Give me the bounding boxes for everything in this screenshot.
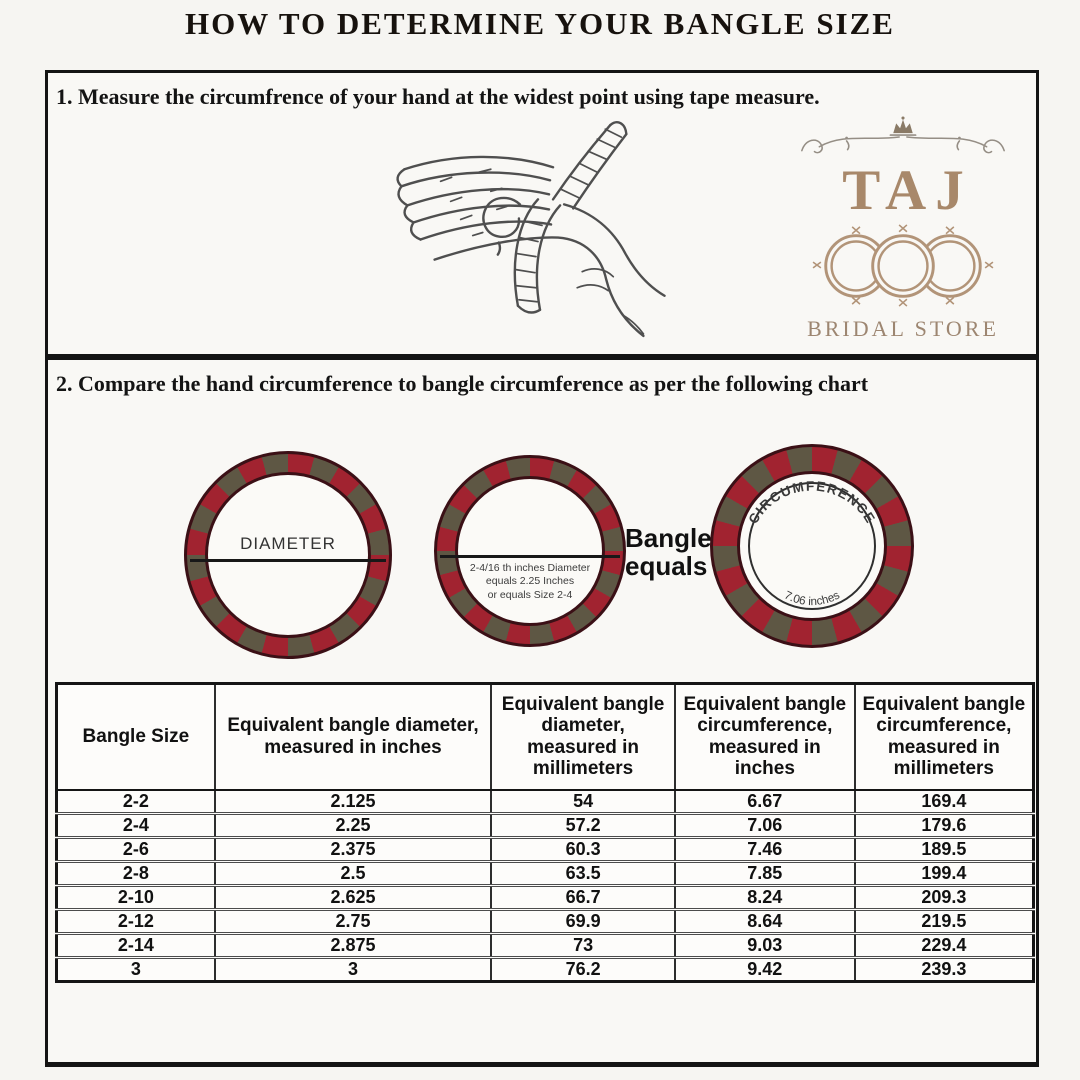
table-cell: 2-10 — [55, 883, 216, 910]
table-cell: 239.3 — [853, 955, 1035, 982]
table-cell: 2.875 — [213, 931, 493, 958]
diameter-label: DIAMETER — [240, 534, 336, 554]
example-note-line1: 2-4/16 th inches Diameter — [469, 561, 591, 574]
table-cell: 199.4 — [853, 859, 1035, 886]
table-cell: 2-4 — [55, 811, 216, 838]
table-cell: 2.75 — [213, 907, 493, 934]
circumference-label: CIRCUMFERENCE — [745, 479, 877, 527]
table-cell: 179.6 — [853, 811, 1035, 838]
bangle-equals-label: Bangle equals — [625, 524, 745, 580]
circumference-curved-text: CIRCUMFERENCE 7.06 inches — [745, 479, 878, 609]
table-cell: 219.5 — [853, 907, 1035, 934]
table-cell: 8.24 — [673, 883, 856, 910]
table-cell: 209.3 — [853, 883, 1035, 910]
diameter-line — [440, 554, 620, 558]
bangle-equals-line1: Bangle — [625, 523, 712, 553]
table-cell: 2.25 — [213, 811, 493, 838]
bangle-equals-line2: equals — [625, 551, 708, 582]
bangle-size-table: Bangle Size Equivalent bangle diameter, … — [55, 682, 1035, 983]
bangle-diagram-diameter: DIAMETER — [184, 451, 392, 659]
table-cell: 54 — [490, 788, 676, 814]
table-cell: 6.67 — [673, 788, 856, 814]
table-cell: 2-12 — [55, 907, 216, 934]
table-cell: 3 — [213, 955, 493, 982]
table-row: 2-10 2.625 66.7 8.24 209.3 — [55, 883, 1035, 910]
table-cell: 3 — [55, 955, 216, 982]
table-cell: 7.46 — [673, 835, 856, 862]
table-row: 2-6 2.375 60.3 7.46 189.5 — [55, 835, 1035, 862]
table-cell: 2.125 — [213, 788, 493, 814]
logo-subtitle: BRIDAL STORE — [807, 316, 999, 341]
diameter-line — [190, 559, 386, 563]
table-row: 2-14 2.875 73 9.03 229.4 — [55, 931, 1035, 958]
example-size-note: 2-4/16 th inches Diameter equals 2.25 In… — [459, 562, 600, 603]
example-note-line2: equals 2.25 Inches — [485, 575, 575, 588]
table-cell: 9.42 — [673, 955, 856, 982]
table-cell: 57.2 — [490, 811, 676, 838]
table-cell: 189.5 — [853, 835, 1035, 862]
header-circumference-mm: Equivalent bangle circumference, measure… — [853, 682, 1035, 791]
table-row: 2-2 2.125 54 6.67 169.4 — [55, 788, 1035, 814]
example-note-line3: or equals Size 2-4 — [487, 589, 573, 601]
table-row: 2-12 2.75 69.9 8.64 219.5 — [55, 907, 1035, 934]
table-cell: 66.7 — [490, 883, 676, 910]
svg-text:7.06 inches: 7.06 inches — [782, 589, 842, 609]
header-diameter-mm: Equivalent bangle diameter, measured in … — [490, 682, 676, 791]
header-bangle-size: Bangle Size — [55, 682, 216, 791]
size-table-body: 2-2 2.125 54 6.67 169.4 2-4 2.25 57.2 7.06 179.6 2… — [55, 788, 1035, 982]
table-cell: 229.4 — [853, 931, 1035, 958]
logo-flourish-crown-icon — [801, 116, 1005, 154]
table-cell: 2.5 — [213, 859, 493, 886]
table-cell: 60.3 — [490, 835, 676, 862]
size-table-header: Bangle Size Equivalent bangle diameter, … — [55, 682, 1035, 791]
taj-bridal-store-logo: TAJ — [784, 115, 1022, 342]
header-circumference-inches: Equivalent bangle circumference, measure… — [673, 682, 856, 791]
inner-circle-outline — [748, 482, 876, 610]
bangle-diagram-circumference: CIRCUMFERENCE 7.06 inches — [710, 444, 914, 648]
page-title: HOW TO DETERMINE YOUR BANGLE SIZE — [185, 6, 895, 41]
table-cell: 2.625 — [213, 883, 493, 910]
hand-tape-measure-illustration — [396, 121, 666, 338]
step2-instruction: 2. Compare the hand circumference to ban… — [56, 371, 869, 396]
table-cell: 7.85 — [673, 859, 856, 886]
table-cell: 2-2 — [55, 788, 216, 814]
section-compare-chart: 2. Compare the hand circumference to ban… — [45, 357, 1039, 1067]
table-cell: 9.03 — [673, 931, 856, 958]
table-cell: 8.64 — [673, 907, 856, 934]
logo-name: TAJ — [842, 159, 973, 222]
table-row: 2-4 2.25 57.2 7.06 179.6 — [55, 811, 1035, 838]
section-measure-hand: 1. Measure the circumfrence of your hand… — [45, 70, 1039, 357]
table-row: 2-8 2.5 63.5 7.85 199.4 — [55, 859, 1035, 886]
table-row: 3 3 76.2 9.42 239.3 — [55, 955, 1035, 982]
circumference-value-label: 7.06 inches — [782, 589, 842, 609]
table-cell: 73 — [490, 931, 676, 958]
table-cell: 2.375 — [213, 835, 493, 862]
header-row: Bangle Size Equivalent bangle diameter, … — [55, 682, 1035, 791]
header-diameter-inches: Equivalent bangle diameter, measured in … — [213, 682, 493, 791]
table-cell: 169.4 — [853, 788, 1035, 814]
table-cell: 69.9 — [490, 907, 676, 934]
svg-text:CIRCUMFERENCE: CIRCUMFERENCE — [745, 479, 878, 527]
step1-instruction: 1. Measure the circumfrence of your hand… — [56, 84, 820, 109]
table-cell: 76.2 — [490, 955, 676, 982]
table-cell: 2-14 — [55, 931, 216, 958]
bangle-diagram-example: 2-4/16 th inches Diameter equals 2.25 In… — [434, 455, 626, 647]
table-cell: 63.5 — [490, 859, 676, 886]
table-cell: 7.06 — [673, 811, 856, 838]
table-cell: 2-6 — [55, 835, 216, 862]
logo-bangle-rings-icon — [812, 224, 994, 307]
table-cell: 2-8 — [55, 859, 216, 886]
